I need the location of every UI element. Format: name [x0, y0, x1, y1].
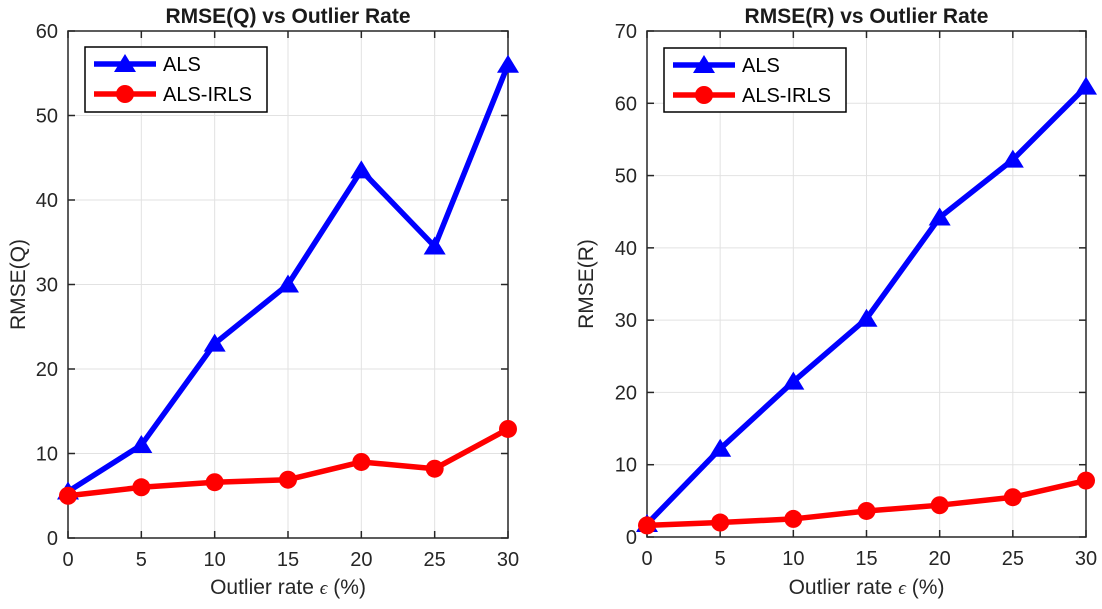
y-tick-label: 20: [615, 382, 637, 404]
triangle-marker: [709, 438, 732, 457]
circle-marker: [352, 452, 371, 471]
circle-marker: [132, 478, 151, 497]
triangle-marker: [693, 55, 715, 73]
x-axis-label: Outlier rate ϵ (%): [789, 576, 945, 599]
x-axis-label-prefix: Outlier rate: [210, 576, 320, 599]
legend-entry-label: ALS-IRLS: [163, 84, 252, 106]
triangle-marker: [350, 160, 373, 179]
x-tick-label: 30: [1075, 548, 1097, 570]
y-tick-label: 30: [615, 310, 637, 332]
grid: [647, 31, 1086, 537]
x-tick-label: 15: [855, 548, 877, 570]
y-tick-label: 60: [615, 93, 637, 115]
x-tick-label: 25: [1002, 548, 1024, 570]
x-tick-label: 20: [929, 548, 951, 570]
triangle-marker: [497, 54, 519, 73]
triangle-marker: [130, 435, 153, 454]
triangle-marker: [1001, 149, 1024, 168]
legend-entry-label: ALS: [163, 54, 201, 76]
y-tick-label: 50: [36, 106, 58, 128]
y-tick-label: 0: [626, 527, 637, 549]
y-axis-label: RMSE(R): [575, 239, 598, 329]
x-tick-label: 10: [204, 549, 226, 571]
y-tick-label: 40: [36, 190, 58, 212]
y-tick-label: 0: [47, 528, 58, 550]
epsilon-symbol: ϵ: [320, 578, 329, 599]
x-axis-label: Outlier rate ϵ (%): [210, 576, 366, 599]
y-tick-label: 40: [615, 238, 637, 260]
x-tick-label: 5: [715, 548, 726, 570]
y-tick-label: 30: [36, 275, 58, 297]
circle-marker: [857, 501, 876, 520]
legend-entry-label: ALS-IRLS: [742, 85, 831, 107]
chart-title: RMSE(Q) vs Outlier Rate: [165, 5, 410, 28]
triangle-marker: [855, 308, 878, 327]
circle-marker: [784, 509, 803, 528]
circle-marker: [205, 473, 224, 492]
legend-box: [84, 46, 268, 113]
x-tick-label: 0: [641, 548, 652, 570]
circle-marker: [638, 516, 656, 535]
x-tick-label: 10: [782, 548, 804, 570]
y-axis-label: RMSE(Q): [7, 239, 30, 330]
y-tick-label: 70: [615, 21, 637, 43]
x-tick-label: 0: [62, 549, 73, 571]
x-axis-label-prefix: Outlier rate: [789, 576, 899, 599]
chart-rmse-r: 0 5 10 15 20 25 30 0 10 20 30 40 50 60 70 ALS ALS-IRLS RM…: [551, 0, 1102, 609]
legend: ALS ALS-IRLS: [663, 47, 847, 113]
circle-marker: [930, 496, 949, 515]
circle-marker: [279, 470, 297, 489]
legend: ALS ALS-IRLS: [84, 46, 268, 113]
x-tick-label: 25: [424, 549, 446, 571]
x-tick-label: 15: [277, 549, 299, 571]
series-als-irls: [59, 419, 517, 505]
triangle-marker: [114, 54, 136, 72]
tick-marks: [67, 30, 509, 539]
chart-rmse-q: 0 5 10 15 20 25 30 0 10 20 30 40 50 60 ALS ALS-IRLS RMSE…: [0, 0, 551, 609]
triangle-marker: [782, 371, 805, 390]
epsilon-symbol: ϵ: [898, 578, 907, 599]
triangle-marker: [277, 274, 299, 293]
circle-marker: [116, 85, 134, 103]
circle-marker: [499, 419, 517, 438]
circle-marker: [1077, 471, 1095, 490]
circle-marker: [695, 86, 713, 104]
x-axis-label-suffix: (%): [906, 576, 945, 599]
x-tick-label: 5: [136, 549, 147, 571]
grid: [68, 31, 508, 538]
x-tick-label: 30: [497, 549, 519, 571]
legend-box: [663, 47, 847, 113]
chart-title: RMSE(R) vs Outlier Rate: [745, 5, 989, 28]
y-tick-label: 20: [36, 359, 58, 381]
triangle-marker: [203, 333, 226, 352]
circle-marker: [425, 459, 444, 478]
y-tick-label: 10: [36, 444, 58, 466]
y-tick-label: 50: [615, 166, 637, 188]
triangle-marker: [928, 207, 951, 226]
x-tick-label: 20: [350, 549, 372, 571]
series-als: [636, 76, 1097, 532]
circle-marker: [711, 513, 730, 532]
series-als-irls: [638, 471, 1095, 535]
y-tick-label: 60: [36, 21, 58, 43]
circle-marker: [1003, 488, 1022, 507]
triangle-marker: [1075, 76, 1097, 95]
circle-marker: [59, 486, 77, 505]
chart-background: [0, 0, 551, 609]
y-tick-label: 10: [615, 455, 637, 477]
legend-entry-label: ALS: [742, 55, 780, 77]
x-axis-label-suffix: (%): [327, 576, 366, 599]
triangle-marker: [423, 236, 446, 255]
